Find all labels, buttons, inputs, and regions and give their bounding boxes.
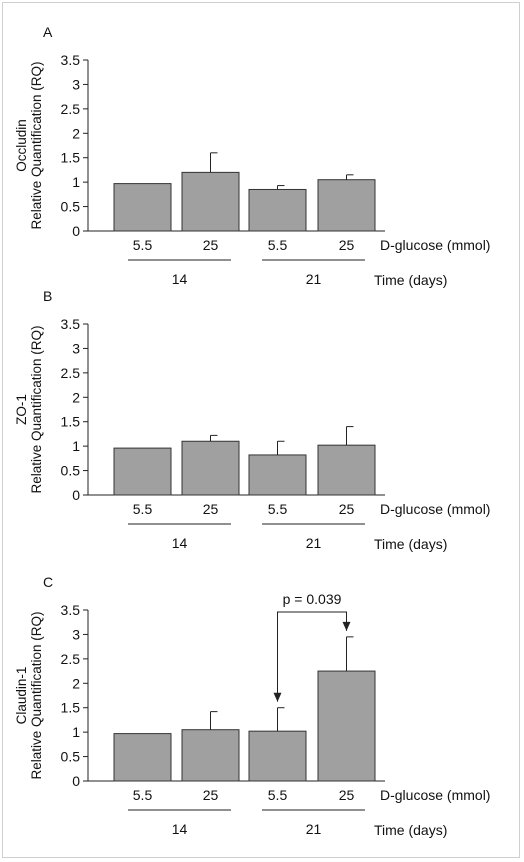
y-tick-label: 2.5 bbox=[61, 651, 81, 667]
time-axis-title: Time (days) bbox=[374, 272, 447, 288]
y-tick-label: 2 bbox=[72, 389, 80, 405]
bar bbox=[113, 183, 172, 232]
x-tick-label: 5.5 bbox=[133, 787, 153, 803]
y-tick-label: 0.5 bbox=[61, 199, 81, 215]
group-label: 21 bbox=[306, 821, 322, 837]
arrow-head bbox=[273, 692, 282, 702]
y-axis-title-line1: ZO-1 bbox=[14, 394, 29, 425]
y-tick-label: 1 bbox=[72, 724, 80, 740]
significance-bracket bbox=[277, 611, 347, 702]
y-tick-label: 1 bbox=[72, 438, 80, 454]
y-tick-label: 1.5 bbox=[61, 150, 81, 166]
x-tick-label: 5.5 bbox=[268, 237, 288, 253]
x-tick-label: 25 bbox=[203, 501, 219, 517]
x-axis-title: D-glucose (mmol) bbox=[380, 787, 490, 803]
bar bbox=[317, 670, 376, 782]
x-tick-label: 25 bbox=[339, 501, 355, 517]
y-tick-label: 0 bbox=[72, 773, 80, 789]
x-tick-label: 25 bbox=[339, 787, 355, 803]
y-tick-label: 1 bbox=[72, 174, 80, 190]
y-tick-label: 0 bbox=[72, 487, 80, 503]
panel-label: B bbox=[43, 288, 52, 304]
y-tick-label: 3 bbox=[72, 340, 80, 356]
x-tick-label: 5.5 bbox=[268, 787, 288, 803]
x-axis-title: D-glucose (mmol) bbox=[380, 501, 490, 517]
y-tick-label: 3.5 bbox=[61, 52, 81, 68]
x-axis-title: D-glucose (mmol) bbox=[380, 237, 490, 253]
bar bbox=[113, 733, 172, 782]
y-axis-title-line1: Occludin bbox=[14, 119, 29, 172]
chart-panel-c: C Claudin-1 Relative Quantification (RQ) 0 0… bbox=[14, 574, 490, 838]
bar bbox=[248, 730, 307, 782]
bar bbox=[248, 454, 307, 496]
y-tick-label: 1.5 bbox=[61, 700, 81, 716]
x-tick-label: 5.5 bbox=[268, 501, 288, 517]
y-tick-label: 3 bbox=[72, 76, 80, 92]
group-label: 14 bbox=[172, 821, 188, 837]
bar bbox=[181, 729, 240, 782]
panel-label: C bbox=[43, 574, 53, 590]
group-label: 14 bbox=[172, 271, 188, 287]
bar bbox=[113, 447, 172, 496]
time-axis-title: Time (days) bbox=[374, 536, 447, 552]
arrow-head bbox=[342, 621, 351, 631]
y-tick-label: 2 bbox=[72, 125, 80, 141]
y-tick-label: 2.5 bbox=[61, 101, 81, 117]
x-tick-label: 5.5 bbox=[133, 237, 153, 253]
time-axis-title: Time (days) bbox=[374, 822, 447, 838]
bar bbox=[248, 188, 307, 232]
group-label: 21 bbox=[306, 271, 322, 287]
y-tick-label: 2 bbox=[72, 675, 80, 691]
x-tick-label: 25 bbox=[203, 237, 219, 253]
y-tick-label: 3.5 bbox=[61, 602, 81, 618]
y-tick-label: 0.5 bbox=[61, 463, 81, 479]
x-tick-label: 25 bbox=[339, 237, 355, 253]
bar bbox=[181, 440, 240, 496]
group-label: 21 bbox=[306, 535, 322, 551]
y-tick-label: 1.5 bbox=[61, 414, 81, 430]
y-tick-label: 3 bbox=[72, 626, 80, 642]
bar bbox=[181, 171, 240, 232]
panel-label: A bbox=[43, 24, 53, 40]
bar bbox=[317, 179, 376, 232]
y-axis-title-line2: Relative Quantification (RQ) bbox=[29, 611, 44, 779]
y-axis-title-line2: Relative Quantification (RQ) bbox=[29, 325, 44, 493]
y-tick-label: 2.5 bbox=[61, 365, 81, 381]
y-axis-title-line1: Claudin-1 bbox=[14, 667, 29, 725]
y-tick-label: 0 bbox=[72, 223, 80, 239]
x-tick-label: 5.5 bbox=[133, 501, 153, 517]
chart-panel-b: B ZO-1 Relative Quantification (RQ) 0 0.5 1 1.… bbox=[14, 288, 490, 552]
y-tick-label: 3.5 bbox=[61, 316, 81, 332]
y-tick-label: 0.5 bbox=[61, 749, 81, 765]
bar bbox=[317, 444, 376, 496]
group-label: 14 bbox=[172, 535, 188, 551]
chart-panel-a: A Occludin Relative Quantification (RQ) 0 0.… bbox=[14, 24, 490, 288]
significance-label: p = 0.039 bbox=[283, 591, 342, 607]
y-axis-title-line2: Relative Quantification (RQ) bbox=[29, 61, 44, 229]
x-tick-label: 25 bbox=[203, 787, 219, 803]
